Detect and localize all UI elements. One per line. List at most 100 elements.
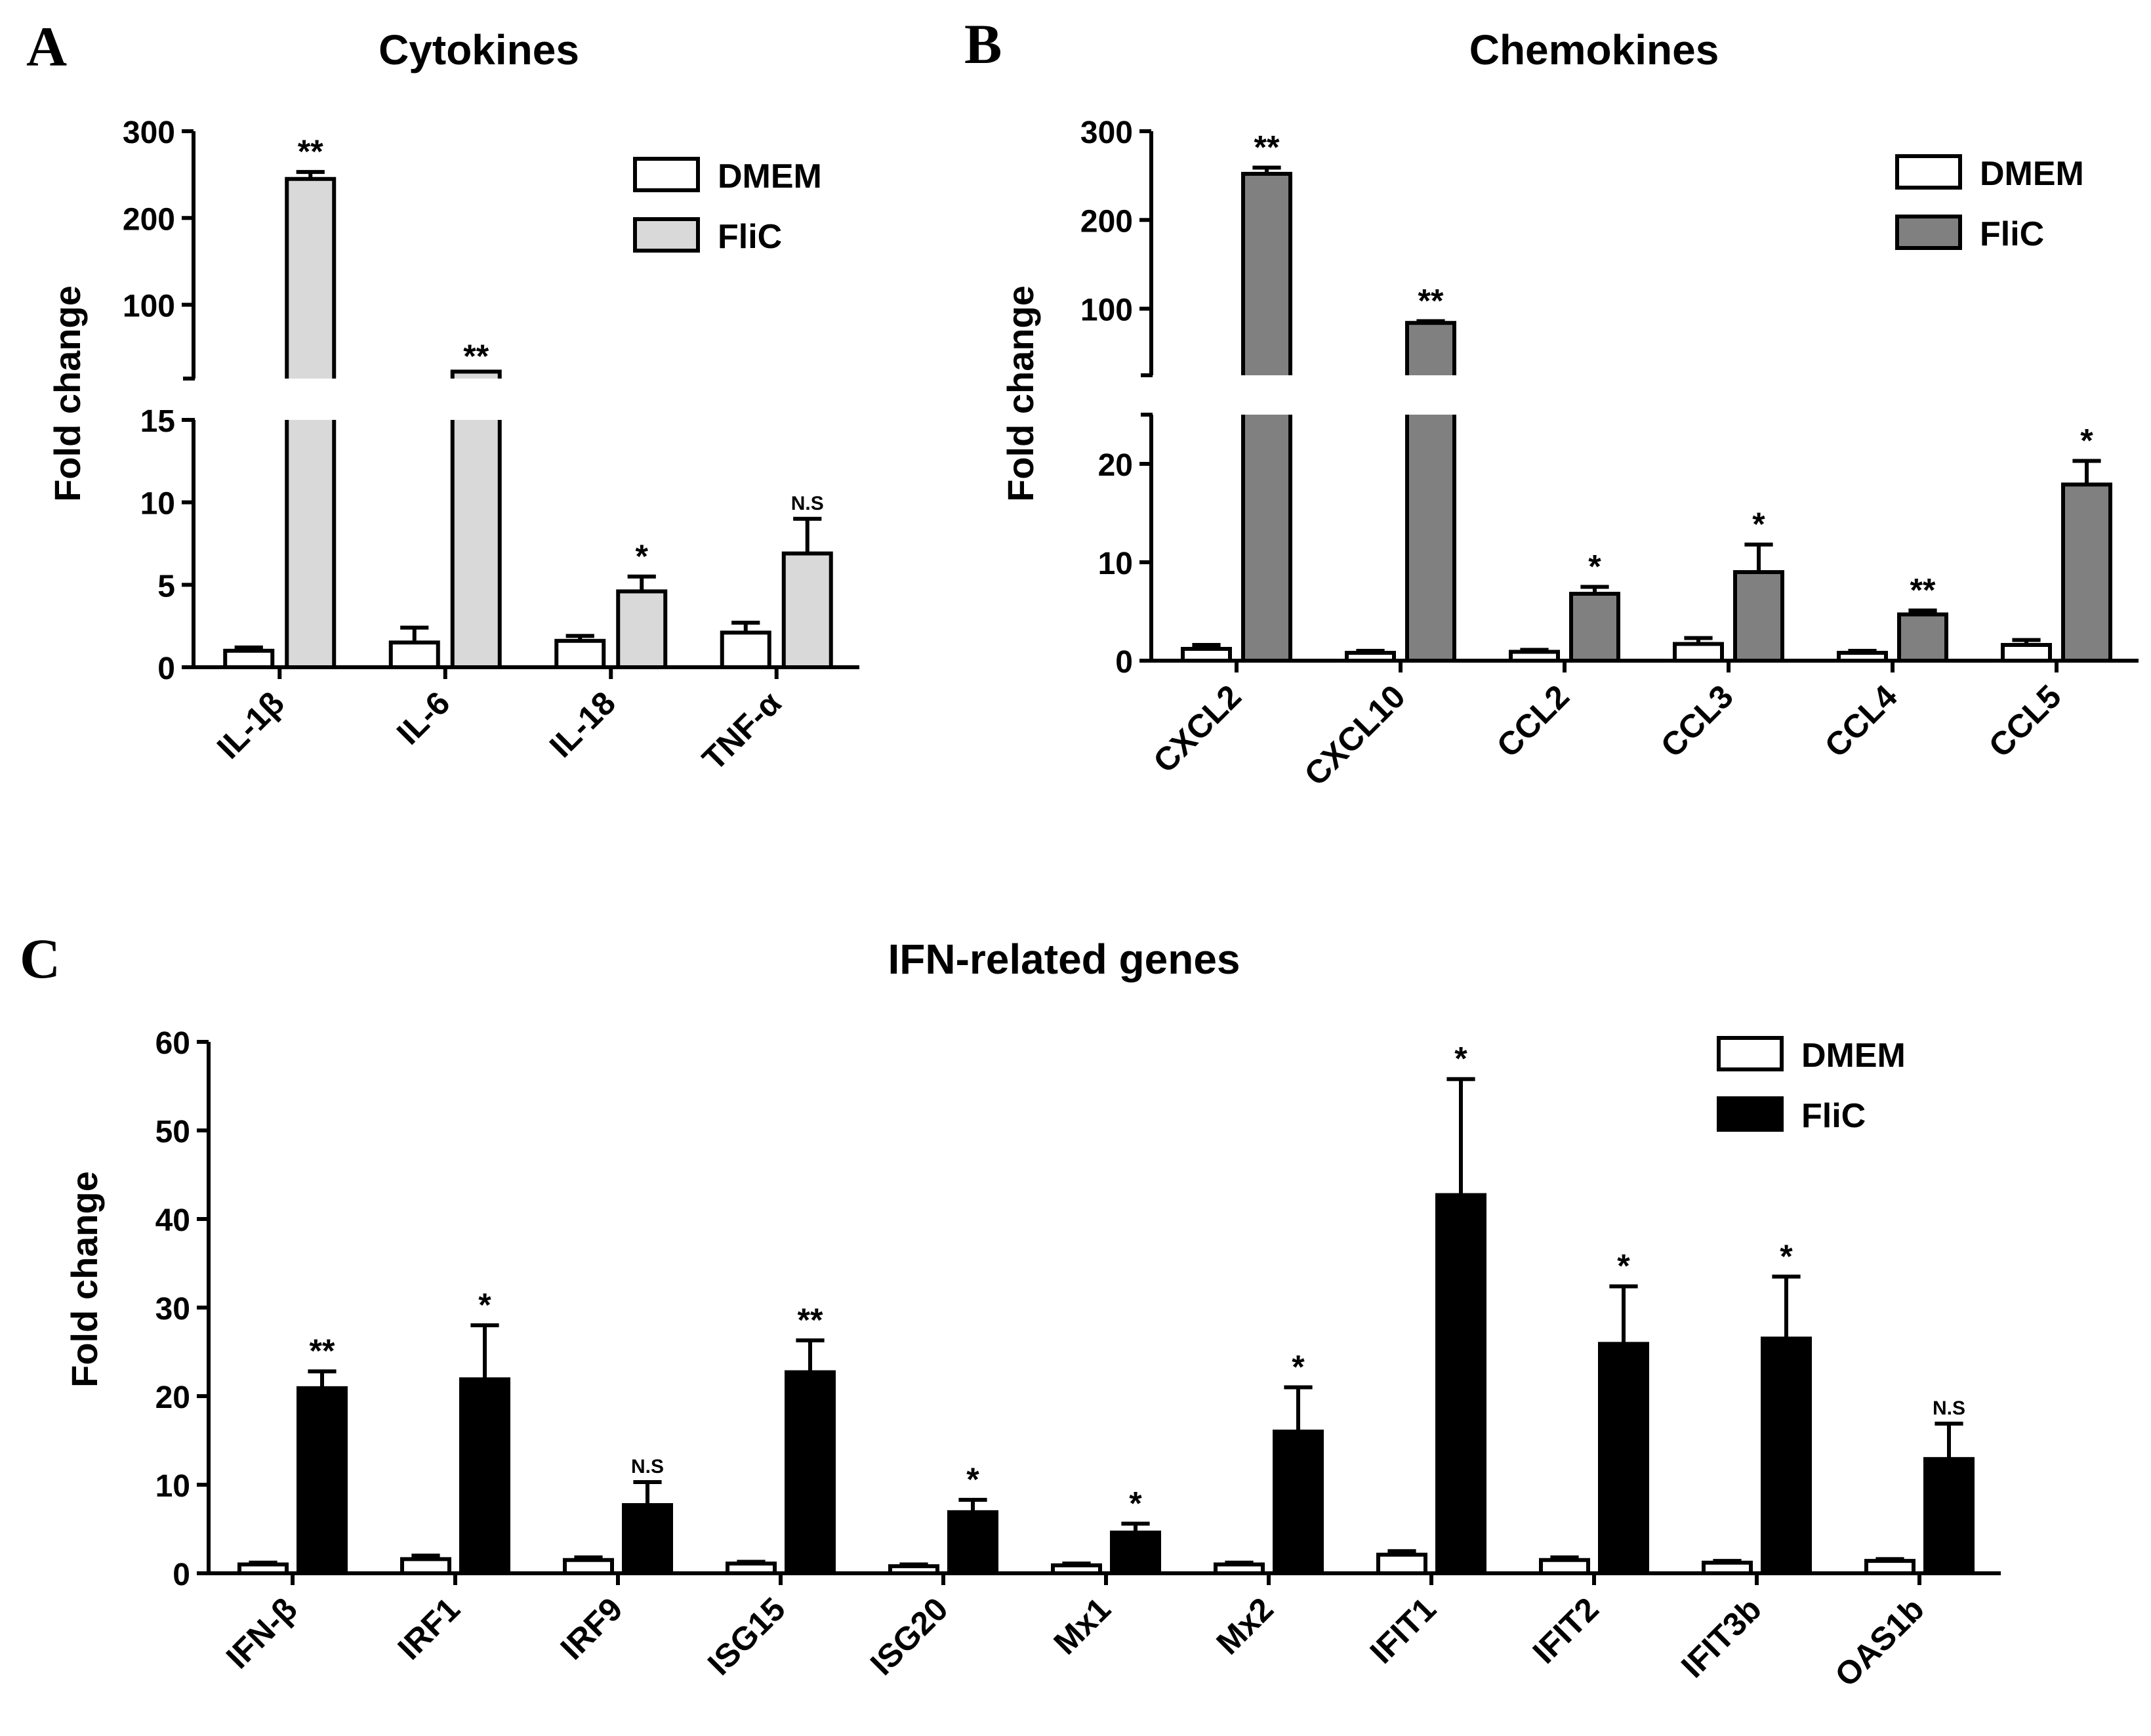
panel-b-title: Chemokines bbox=[1469, 26, 1719, 73]
y-tick-label: 200 bbox=[123, 202, 175, 237]
panel-b-ylabel: Fold change bbox=[1000, 285, 1041, 502]
significance-label: * bbox=[1454, 1041, 1467, 1077]
bar-break-gap bbox=[448, 379, 504, 420]
legend-label: DMEM bbox=[1980, 155, 2084, 193]
category-label: IRF9 bbox=[554, 1590, 630, 1666]
bar-flic bbox=[459, 1377, 510, 1576]
y-tick-label: 0 bbox=[173, 1558, 190, 1592]
bar-flic bbox=[297, 1386, 348, 1576]
significance-label: N.S bbox=[631, 1456, 664, 1478]
bar-dmem bbox=[726, 1561, 777, 1575]
panel-b-letter: B bbox=[964, 12, 1002, 75]
legend-label: FliC bbox=[1801, 1097, 1866, 1135]
category-label: CCL4 bbox=[1818, 678, 1904, 764]
category-label: Mx2 bbox=[1209, 1590, 1280, 1661]
category-label: CCL2 bbox=[1490, 678, 1576, 764]
bar-dmem bbox=[1509, 650, 1560, 663]
category-label: IFIT1 bbox=[1363, 1590, 1443, 1670]
category-label: IL-18 bbox=[543, 684, 623, 764]
bar-dmem bbox=[720, 630, 771, 669]
legend-swatch-flic bbox=[1717, 1096, 1784, 1132]
category-label: OAS1b bbox=[1828, 1590, 1931, 1693]
legend-swatch-flic bbox=[633, 217, 700, 253]
bar-flic bbox=[947, 1510, 998, 1576]
panel-c-title: IFN-related genes bbox=[888, 936, 1240, 983]
bar-dmem bbox=[1673, 642, 1724, 663]
y-tick-label: 30 bbox=[155, 1292, 190, 1327]
bar-flic bbox=[1761, 1336, 1812, 1575]
y-tick-label: 15 bbox=[140, 404, 175, 439]
significance-label: * bbox=[1752, 506, 1765, 543]
y-tick-label: 100 bbox=[123, 289, 175, 324]
y-tick-label: 50 bbox=[155, 1115, 190, 1149]
bar-dmem bbox=[1181, 647, 1232, 663]
bar-flic bbox=[1273, 1430, 1324, 1575]
bar-flic bbox=[622, 1503, 673, 1576]
panel-a-title: Cytokines bbox=[379, 26, 579, 73]
panel-b-plot: 0 10 20 100 200 300 ** CXCL2 ** CXCL10 * CCL2 * CCL3 *… bbox=[1080, 115, 2139, 793]
bar-flic bbox=[1897, 612, 1948, 663]
significance-label: ** bbox=[463, 338, 489, 375]
legend-swatch-flic bbox=[1895, 215, 1962, 250]
panel-c-plot: 0102030405060**IFN-β*IRF1N.SIRF9**ISG15*… bbox=[155, 1026, 2001, 1694]
bar-dmem bbox=[1539, 1558, 1590, 1575]
significance-label: * bbox=[1780, 1238, 1793, 1275]
y-tick-label: 300 bbox=[1080, 115, 1133, 150]
panel-c: C IFN-related genes Fold change 0 10 20 30 4… bbox=[20, 927, 2001, 1694]
legend-label: FliC bbox=[718, 218, 782, 256]
bar-dmem bbox=[400, 1557, 451, 1575]
significance-label: ** bbox=[298, 133, 323, 170]
bar-dmem bbox=[888, 1564, 939, 1575]
y-tick-label: 10 bbox=[155, 1469, 190, 1504]
bar-dmem bbox=[237, 1562, 289, 1575]
panel-a-letter: A bbox=[26, 15, 67, 78]
category-label: IRF1 bbox=[391, 1590, 467, 1666]
bar-dmem bbox=[563, 1558, 614, 1575]
y-tick-label: 40 bbox=[155, 1203, 190, 1238]
bar-flic bbox=[285, 176, 337, 669]
legend-swatch-dmem bbox=[633, 157, 700, 192]
panel-b: B Chemokines Fold change 0 10 20 100 200 300 *… bbox=[964, 12, 2139, 793]
category-label: Mx1 bbox=[1046, 1590, 1117, 1661]
bar-flic bbox=[2061, 482, 2112, 663]
legend-swatch-dmem bbox=[1717, 1036, 1784, 1071]
significance-label: * bbox=[1292, 1349, 1305, 1386]
significance-label: * bbox=[636, 538, 649, 575]
bar-dmem bbox=[554, 638, 606, 670]
category-label: CCL3 bbox=[1654, 678, 1740, 764]
category-label: TNF-α bbox=[695, 684, 789, 777]
y-tick-label: 0 bbox=[157, 651, 175, 686]
bar-break-gap bbox=[283, 379, 338, 420]
significance-label: N.S bbox=[1933, 1397, 1965, 1419]
legend-swatch-dmem bbox=[1895, 154, 1962, 190]
y-tick-label: 20 bbox=[155, 1380, 190, 1415]
legend-label: FliC bbox=[1980, 215, 2044, 253]
bar-flic bbox=[1923, 1457, 1975, 1576]
legend-label: DMEM bbox=[1801, 1037, 1906, 1075]
panel-a-plot: 0 5 10 15 100 200 300 ** IL-1β ** IL-6 * IL-18 N.S TNF… bbox=[123, 115, 859, 777]
significance-label: * bbox=[1588, 548, 1601, 585]
panel-c-letter: C bbox=[20, 927, 60, 990]
y-tick-label: 10 bbox=[1098, 547, 1133, 581]
bar-flic bbox=[1110, 1530, 1161, 1575]
bar-flic bbox=[1241, 171, 1292, 663]
significance-label: N.S bbox=[791, 493, 824, 514]
bar-dmem bbox=[1051, 1563, 1102, 1576]
bar-flic bbox=[1405, 321, 1456, 663]
category-label: ISG15 bbox=[701, 1590, 792, 1682]
significance-label: * bbox=[1617, 1248, 1630, 1285]
bar-break-gap bbox=[1403, 375, 1458, 415]
significance-label: ** bbox=[1910, 572, 1936, 609]
category-label: CXCL10 bbox=[1298, 678, 1412, 793]
category-label: IFN-β bbox=[219, 1590, 304, 1676]
significance-label: ** bbox=[1254, 129, 1280, 165]
y-tick-label: 300 bbox=[123, 115, 175, 150]
bar-dmem bbox=[1214, 1562, 1265, 1575]
y-tick-label: 200 bbox=[1080, 204, 1133, 239]
significance-label: ** bbox=[1418, 282, 1444, 319]
y-tick-label: 0 bbox=[1115, 645, 1133, 680]
bar-flic bbox=[781, 551, 833, 670]
bar-flic bbox=[1733, 570, 1784, 663]
bar-dmem bbox=[2001, 643, 2052, 663]
